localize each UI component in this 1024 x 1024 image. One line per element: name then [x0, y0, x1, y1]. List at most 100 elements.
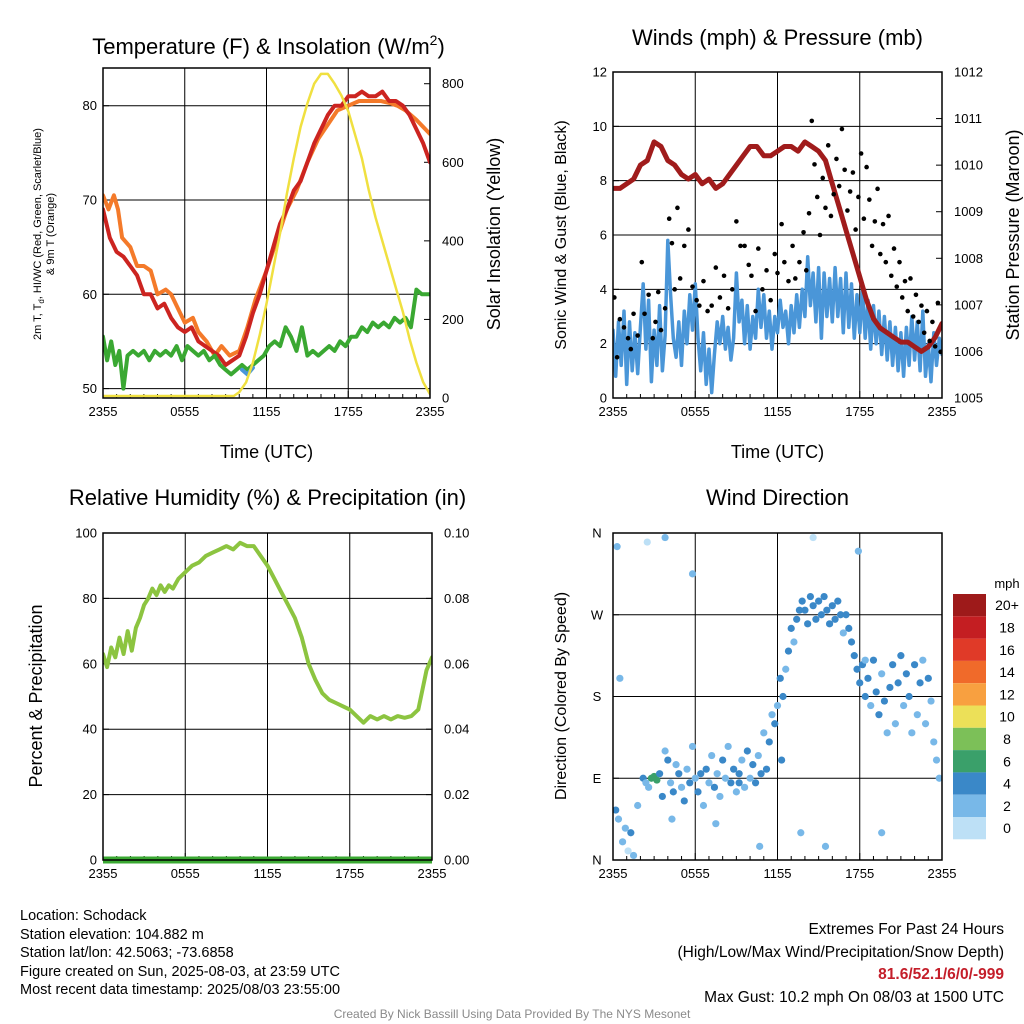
- direction-point: [732, 788, 740, 796]
- direction-point: [878, 829, 886, 837]
- y-tick-label: S: [593, 689, 602, 704]
- chart-title: Winds (mph) & Pressure (mb): [632, 25, 923, 50]
- pressure-line: [613, 139, 942, 354]
- direction-point: [784, 647, 793, 655]
- y-axis-label-right: Solar Insolation (Yellow): [484, 138, 504, 330]
- plot-frame: [612, 71, 943, 399]
- direction-point: [614, 815, 623, 823]
- gust-point: [650, 335, 656, 341]
- gust-point: [614, 354, 620, 360]
- direction-point: [653, 776, 661, 784]
- direction-point: [658, 792, 666, 801]
- gust-point: [662, 306, 668, 311]
- gust-point: [861, 216, 867, 221]
- x-tick-label: 1155: [254, 866, 282, 881]
- gust-point: [713, 265, 719, 270]
- title-text: Temperature (F) & Insolation (W/m: [92, 34, 429, 59]
- direction-point: [735, 779, 743, 787]
- gust-point: [717, 295, 723, 300]
- direction-point: [787, 624, 795, 632]
- legend-swatch: [953, 638, 986, 661]
- chart-title: Temperature (F) & Insolation (W/m2): [92, 32, 445, 59]
- direction-point: [806, 592, 815, 601]
- y-tick-label: 12: [593, 65, 607, 80]
- direction-point: [697, 770, 705, 778]
- recent-data-text: Most recent data timestamp: 2025/08/03 2…: [20, 982, 341, 998]
- gust-point: [775, 270, 780, 276]
- direction-point: [616, 674, 624, 682]
- direction-point: [754, 751, 762, 760]
- direction-point: [779, 692, 787, 701]
- direction-point: [782, 665, 790, 673]
- gust-point: [705, 308, 710, 314]
- direction-point: [815, 597, 823, 605]
- direction-point: [861, 692, 869, 701]
- gust-point: [908, 276, 913, 281]
- gust-point: [935, 300, 941, 306]
- y-axis-label-right: Station Pressure (Maroon): [1003, 129, 1023, 340]
- direction-point: [861, 656, 869, 664]
- y-tick-label: 80: [83, 98, 97, 113]
- plot-frame: [612, 532, 943, 861]
- gust-point: [825, 143, 831, 148]
- direction-point: [708, 751, 716, 760]
- direction-point: [694, 788, 702, 796]
- gust-point: [694, 297, 699, 303]
- wind-line: [613, 238, 942, 395]
- x-tick-label: 2355: [416, 404, 445, 419]
- direction-point: [634, 801, 642, 810]
- gust-point: [842, 167, 847, 173]
- gust-point: [897, 259, 902, 265]
- title-superscript: 2: [430, 32, 438, 48]
- legend-label: 2: [1003, 798, 1011, 814]
- y-tick-label: 6: [600, 228, 607, 243]
- gust-point: [916, 319, 921, 325]
- x-tick-label: 2355: [599, 404, 628, 419]
- direction-point: [853, 665, 861, 673]
- gust-point: [817, 232, 823, 238]
- gust-point: [786, 278, 791, 284]
- extremes-heading: Extremes For Past 24 Hours: [808, 921, 1004, 938]
- series-line-1: [103, 99, 430, 358]
- direction-point: [869, 656, 878, 664]
- direction-point: [712, 820, 720, 828]
- direction-point: [741, 783, 749, 791]
- gust-point: [639, 259, 645, 265]
- gust-point: [677, 276, 683, 281]
- extremes-values: 81.6/52.1/6/0/-999: [878, 966, 1004, 983]
- direction-point: [664, 756, 672, 764]
- x-tick-label: 2355: [89, 866, 118, 881]
- direction-point: [875, 711, 883, 719]
- plot-frame: [102, 532, 433, 861]
- direction-point: [809, 602, 817, 610]
- x-tick-label: 2355: [928, 866, 957, 881]
- direction-point: [908, 729, 916, 737]
- gust-point: [669, 240, 675, 246]
- y-tick-label-right: 1005: [954, 391, 983, 406]
- direction-point: [930, 738, 938, 746]
- direction-point: [656, 770, 664, 778]
- direction-point: [724, 742, 732, 751]
- rh-line: [103, 540, 432, 725]
- direction-point: [790, 638, 798, 646]
- gust-point: [899, 295, 905, 300]
- direction-point: [913, 711, 921, 719]
- gust-point: [921, 330, 927, 336]
- gust-point: [891, 246, 897, 251]
- direction-point: [820, 592, 828, 601]
- gust-point: [793, 276, 798, 281]
- x-tick-label: 0555: [170, 404, 199, 419]
- extremes-info: Extremes For Past 24 Hours (High/Low/Max…: [678, 919, 1005, 1009]
- y-tick-label-right: 600: [442, 155, 464, 170]
- direction-point: [613, 806, 620, 814]
- y-tick-label-right: 200: [442, 312, 464, 327]
- direction-point: [756, 842, 764, 850]
- direction-point: [897, 652, 905, 660]
- direction-point: [854, 547, 862, 555]
- y-tick-label-right: 0.06: [444, 656, 469, 671]
- gust-point: [742, 243, 747, 249]
- direction-point: [621, 824, 629, 832]
- legend-swatch: [953, 727, 986, 751]
- x-tick-label: 1755: [845, 866, 874, 881]
- direction-point: [872, 688, 880, 696]
